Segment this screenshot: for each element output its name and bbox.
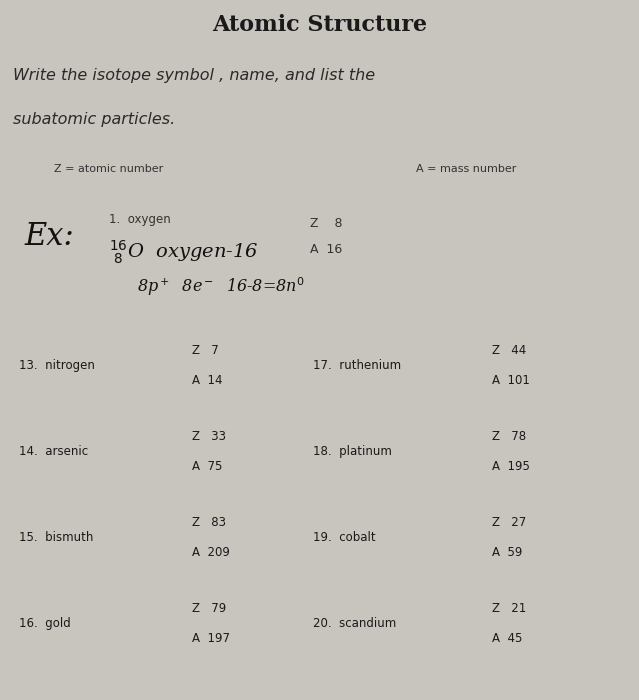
Text: A = mass number: A = mass number <box>416 164 517 174</box>
Text: 19.  cobalt: 19. cobalt <box>313 531 376 544</box>
Text: Z = atomic number: Z = atomic number <box>54 164 163 174</box>
Text: 17.  ruthenium: 17. ruthenium <box>313 358 401 372</box>
Text: 8p$^+$  8e$^-$  16-8=8n$^0$: 8p$^+$ 8e$^-$ 16-8=8n$^0$ <box>137 275 304 298</box>
Text: A  101: A 101 <box>492 374 530 386</box>
Text: A  14: A 14 <box>192 374 222 386</box>
Text: A  195: A 195 <box>492 460 530 473</box>
Text: Z    8: Z 8 <box>310 216 343 230</box>
Text: Write the isotope symbol , name, and list the: Write the isotope symbol , name, and lis… <box>13 68 375 83</box>
Text: 14.  arsenic: 14. arsenic <box>19 445 88 458</box>
Text: Ex:: Ex: <box>24 221 73 252</box>
Text: subatomic particles.: subatomic particles. <box>13 112 175 127</box>
Text: Z   33: Z 33 <box>192 430 226 443</box>
Text: Atomic Structure: Atomic Structure <box>212 14 427 36</box>
Text: Z   79: Z 79 <box>192 603 226 615</box>
Text: A  209: A 209 <box>192 546 229 559</box>
Text: $^{16}_{\ 8}$O  oxygen-16: $^{16}_{\ 8}$O oxygen-16 <box>109 238 258 266</box>
Text: 15.  bismuth: 15. bismuth <box>19 531 93 544</box>
Text: A  197: A 197 <box>192 633 229 645</box>
Text: 18.  platinum: 18. platinum <box>313 445 392 458</box>
Text: Z   44: Z 44 <box>492 344 527 356</box>
Text: Z   83: Z 83 <box>192 516 226 529</box>
Text: Z   7: Z 7 <box>192 344 219 356</box>
Text: 16.  gold: 16. gold <box>19 617 71 631</box>
Text: A  75: A 75 <box>192 460 222 473</box>
Text: 13.  nitrogen: 13. nitrogen <box>19 358 95 372</box>
Text: Z   78: Z 78 <box>492 430 526 443</box>
Text: 20.  scandium: 20. scandium <box>313 617 396 631</box>
Text: A  16: A 16 <box>310 243 342 256</box>
Text: A  59: A 59 <box>492 546 523 559</box>
Text: A  45: A 45 <box>492 633 523 645</box>
Text: Z   21: Z 21 <box>492 603 527 615</box>
Text: 1.  oxygen: 1. oxygen <box>109 214 171 226</box>
Text: Z   27: Z 27 <box>492 516 527 529</box>
